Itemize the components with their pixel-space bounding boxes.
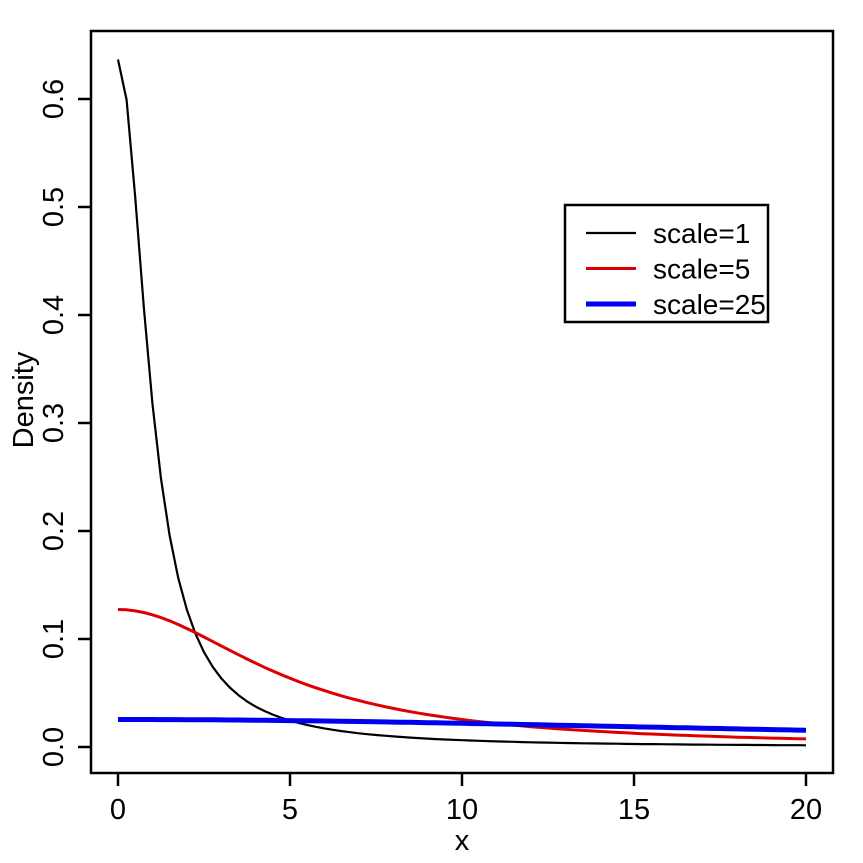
- y-tick-label: 0.3: [38, 403, 70, 443]
- y-tick-label: 0.0: [38, 727, 70, 767]
- x-tick-label: 0: [110, 794, 126, 826]
- series-layer: [116, 59, 807, 747]
- series-line-scale-1: [116, 59, 807, 747]
- y-tick-label: 0.4: [38, 295, 70, 335]
- series-line-scale-25: [118, 717, 807, 733]
- legend-label-scale-5: scale=5: [653, 254, 750, 285]
- x-tick-label: 5: [282, 794, 298, 826]
- x-tick-label: 15: [618, 794, 650, 826]
- y-axis-title: Density: [8, 351, 40, 448]
- x-tick-label: 20: [790, 794, 822, 826]
- x-axis-title: x: [455, 825, 470, 857]
- y-tick-label: 0.6: [38, 79, 70, 119]
- x-tick-label: 10: [446, 794, 478, 826]
- legend-layer: scale=1 scale=5 scale=25: [563, 203, 770, 324]
- legend-label-scale-1: scale=1: [653, 218, 750, 249]
- plot-box: [89, 29, 835, 775]
- series-line-scale-5: [117, 608, 807, 741]
- y-tick-label: 0.5: [38, 187, 70, 227]
- y-tick-label: 0.1: [38, 619, 70, 659]
- axes-layer: 0 5 10 15 20 0.0 0.1 0.2 0.3 0.4 0.5 0.6: [38, 29, 835, 826]
- y-tick-label: 0.2: [38, 511, 70, 551]
- legend-label-scale-25: scale=25: [653, 289, 766, 320]
